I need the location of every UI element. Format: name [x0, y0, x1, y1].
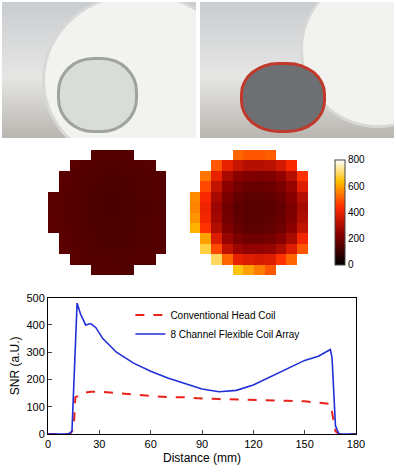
svg-text:8 Channel Flexible Coil Array: 8 Channel Flexible Coil Array: [170, 329, 299, 340]
svg-text:800: 800: [348, 154, 365, 165]
svg-text:0: 0: [348, 259, 354, 270]
svg-text:120: 120: [244, 438, 262, 450]
svg-text:400: 400: [26, 319, 44, 331]
svg-text:400: 400: [348, 207, 365, 218]
svg-text:100: 100: [26, 401, 44, 413]
svg-text:0: 0: [39, 428, 45, 440]
svg-text:60: 60: [145, 438, 157, 450]
svg-text:600: 600: [348, 181, 365, 192]
svg-text:180: 180: [347, 438, 365, 450]
svg-text:150: 150: [295, 438, 313, 450]
svg-text:200: 200: [26, 373, 44, 385]
svg-text:Conventional Head Coil: Conventional Head Coil: [170, 310, 275, 321]
svg-text:200: 200: [348, 233, 365, 244]
svg-text:500: 500: [26, 292, 44, 304]
svg-text:30: 30: [93, 438, 105, 450]
svg-text:300: 300: [26, 346, 44, 358]
svg-text:SNR (a.U.): SNR (a.U.): [8, 337, 22, 396]
svg-text:0: 0: [45, 438, 51, 450]
svg-text:Distance (mm): Distance (mm): [163, 451, 241, 465]
svg-text:90: 90: [196, 438, 208, 450]
